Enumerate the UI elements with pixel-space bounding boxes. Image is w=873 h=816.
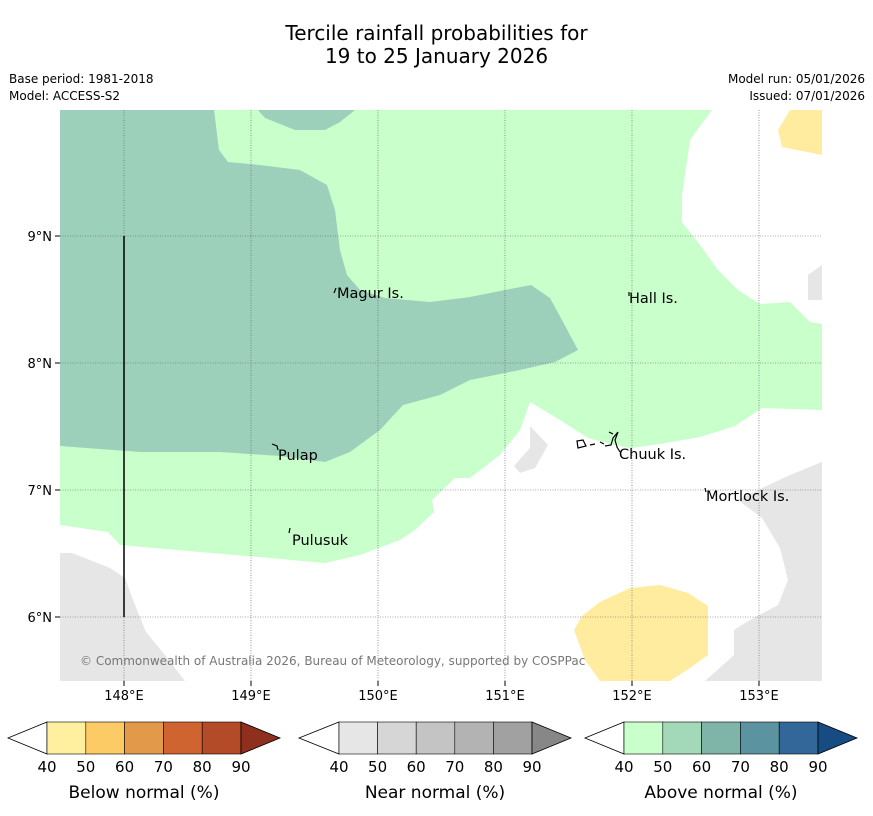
lon-label-149e: 149°E	[231, 689, 271, 704]
colorbar-near-segment	[493, 721, 533, 755]
colorbar-near-segment	[377, 721, 417, 755]
colorbar-near-tick: 40	[329, 758, 348, 776]
colorbar-below-low-extend	[6, 721, 48, 755]
colorbar-above-high-extend	[817, 721, 859, 755]
meta-left: Base period: 1981-2018 Model: ACCESS-S2	[9, 71, 154, 105]
colorbar-above-tick: 60	[692, 758, 711, 776]
near-normal-center-patch	[514, 426, 548, 473]
above-normal-50-top-region	[258, 110, 355, 130]
colorbar-below-tick: 90	[231, 758, 250, 776]
place-label-magur: Magur Is.	[337, 286, 404, 302]
issued-date: Issued: 07/01/2026	[749, 89, 865, 103]
place-label-chuuk: Chuuk Is.	[619, 447, 686, 463]
colorbar-above-segment	[778, 721, 819, 755]
lon-label-153e: 153°E	[739, 689, 779, 704]
base-period: Base period: 1981-2018	[9, 72, 154, 86]
below-normal-south-region	[574, 585, 708, 681]
lon-label-150e: 150°E	[358, 689, 398, 704]
colorbar-near-tick: 90	[522, 758, 541, 776]
above-normal-50-region	[60, 110, 578, 462]
model-run: Model run: 05/01/2026	[727, 72, 865, 86]
colorbar-below: 40 50 60 70 80 90 Below normal (%)	[6, 721, 282, 803]
gridlines	[60, 110, 822, 681]
colorbar-above-low-extend	[583, 721, 625, 755]
title-line-1: Tercile rainfall probabilities for	[285, 21, 588, 45]
colorbar-near-tick: 70	[445, 758, 464, 776]
place-label-hall: Hall Is.	[629, 291, 678, 307]
colorbar-near-tick: 60	[407, 758, 426, 776]
lat-axis: 9°N 8°N 7°N 6°N	[28, 230, 60, 626]
place-label-pulusuk: Pulusuk	[292, 533, 349, 549]
colorbar-above-tick: 80	[770, 758, 789, 776]
lon-label-152e: 152°E	[612, 689, 652, 704]
place-label-pulap: Pulap	[278, 448, 318, 464]
pulusuk-island-mark	[288, 527, 291, 534]
colorbar-near-segment	[415, 721, 456, 755]
colorbar-above-segment	[740, 721, 780, 755]
colorbar-near: 40 50 60 70 80 90 Near normal (%)	[297, 721, 573, 803]
below-normal-northeast-region	[778, 110, 822, 155]
lon-axis: 148°E 149°E 150°E 151°E 152°E 153°E	[104, 681, 779, 704]
colorbar-above-segment	[623, 721, 664, 755]
map-panel: Magur Is. Hall Is. Pulap Chuuk Is. Mortl…	[60, 110, 822, 681]
colorbars: 40 50 60 70 80 90 Below normal (%) 40 50 60 70 80 90…	[6, 721, 859, 803]
near-normal-east-region	[705, 462, 822, 681]
chuuk-island-mark	[576, 431, 621, 453]
magur-island-mark	[333, 287, 337, 294]
near-normal-edge-patch	[808, 265, 822, 300]
model-name: Model: ACCESS-S2	[9, 89, 121, 103]
colorbar-below-segment	[46, 721, 87, 755]
colorbar-below-high-extend	[240, 721, 282, 755]
colorbar-near-tick: 80	[484, 758, 503, 776]
colorbar-above-label: Above normal (%)	[644, 783, 797, 803]
colorbar-above-segment	[662, 721, 702, 755]
colorbar-near-low-extend	[297, 721, 340, 755]
colorbar-above-tick: 90	[808, 758, 827, 776]
colorbar-below-label: Below normal (%)	[69, 783, 220, 803]
colorbar-below-tick: 50	[76, 758, 95, 776]
lon-label-151e: 151°E	[485, 689, 525, 704]
colorbar-above-tick: 40	[614, 758, 633, 776]
lat-label-6n: 6°N	[28, 611, 53, 626]
place-label-mortlock: Mortlock Is.	[706, 489, 789, 505]
copyright-text: © Commonwealth of Australia 2026, Bureau…	[80, 654, 585, 668]
title-line-2: 19 to 25 January 2026	[324, 44, 549, 68]
colorbar-near-high-extend	[531, 721, 573, 755]
colorbar-above-tick: 50	[653, 758, 672, 776]
colorbar-near-segment	[454, 721, 494, 755]
colorbar-above-segment	[701, 721, 741, 755]
colorbar-below-tick: 60	[115, 758, 134, 776]
pulap-island-mark	[271, 443, 279, 451]
island-marks	[271, 287, 707, 534]
colorbar-below-segment	[163, 721, 203, 755]
mortlock-island-mark	[704, 487, 707, 493]
lat-label-9n: 9°N	[28, 230, 53, 245]
colorbar-below-segment	[85, 721, 125, 755]
colorbar-above-tick: 70	[731, 758, 750, 776]
colorbar-near-tick: 50	[368, 758, 387, 776]
meta-right: Model run: 05/01/2026 Issued: 07/01/2026	[728, 71, 865, 105]
colorbar-below-segment	[124, 721, 164, 755]
colorbar-below-tick: 40	[37, 758, 56, 776]
lat-label-7n: 7°N	[28, 484, 53, 499]
colorbar-near-segment	[338, 721, 378, 755]
lat-label-8n: 8°N	[28, 357, 53, 372]
colorbar-below-tick: 70	[154, 758, 173, 776]
colorbar-below-tick: 80	[193, 758, 212, 776]
lon-label-148e: 148°E	[104, 689, 144, 704]
map-title: Tercile rainfall probabilities for 19 to…	[0, 22, 873, 68]
colorbar-above: 40 50 60 70 80 90 Above normal (%)	[583, 721, 859, 803]
colorbar-near-label: Near normal (%)	[365, 783, 505, 803]
colorbar-below-segment	[201, 721, 242, 755]
